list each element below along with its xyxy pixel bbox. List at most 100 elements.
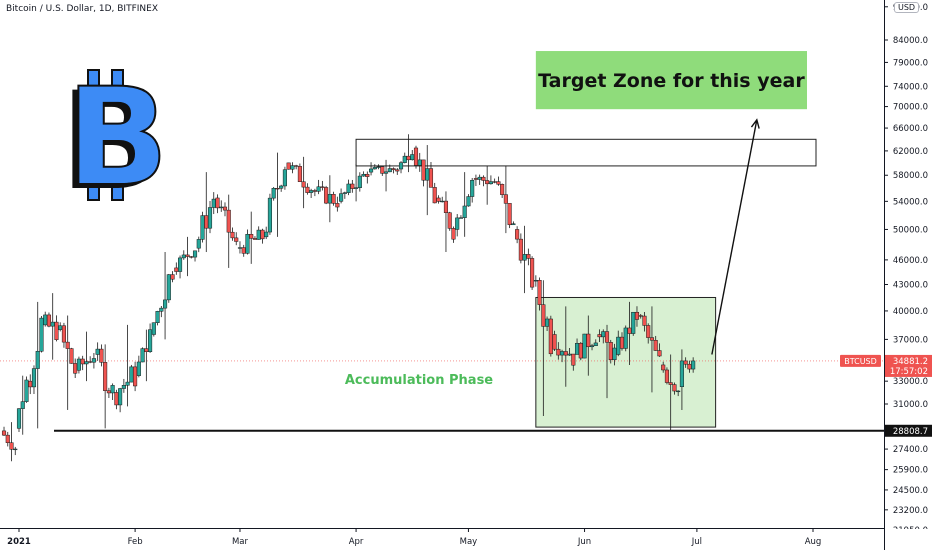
candle xyxy=(335,196,340,212)
candle-body xyxy=(275,188,280,190)
candle-body xyxy=(473,178,478,180)
candle-body xyxy=(623,327,628,349)
candle xyxy=(672,382,677,395)
candle-body xyxy=(687,363,692,370)
candle-body xyxy=(533,280,538,282)
candle-body xyxy=(451,228,456,240)
candle-body xyxy=(99,348,104,363)
candle xyxy=(451,226,456,243)
candle-body xyxy=(563,351,568,356)
candle xyxy=(331,191,336,206)
candle xyxy=(342,191,347,199)
candle xyxy=(642,312,647,332)
candle xyxy=(129,364,134,383)
candle xyxy=(121,378,126,393)
candle xyxy=(31,365,37,394)
candle xyxy=(103,344,108,429)
candle-body xyxy=(46,314,52,327)
candle-body xyxy=(91,358,96,363)
price-tick-label: 31000.0 xyxy=(893,400,928,410)
candle-body xyxy=(391,168,396,171)
candle-body xyxy=(586,333,591,348)
candle-body xyxy=(264,231,269,238)
candle xyxy=(324,185,329,205)
candle xyxy=(357,172,362,192)
candle-body xyxy=(526,254,531,259)
candle-body xyxy=(211,198,216,208)
last-price-label xyxy=(885,354,932,377)
candle xyxy=(249,211,254,264)
candle-body xyxy=(402,155,407,163)
candle xyxy=(46,312,52,328)
candle xyxy=(571,353,576,371)
candle-body xyxy=(443,200,449,213)
candle-body xyxy=(387,168,392,173)
candle-body xyxy=(657,350,662,357)
candle-body xyxy=(1,430,7,436)
candle xyxy=(61,322,66,348)
candle-body xyxy=(271,188,276,199)
candle-body xyxy=(192,250,198,258)
axis-corner xyxy=(885,529,932,550)
candle xyxy=(395,168,400,175)
candle-body xyxy=(574,343,580,355)
candle-body xyxy=(458,217,463,219)
candle-body xyxy=(691,360,696,370)
candle-body xyxy=(226,209,231,233)
candle-body xyxy=(410,154,415,161)
bitcoin-logo-bar xyxy=(87,181,100,201)
price-tick-label: 40000.0 xyxy=(893,307,928,317)
candle xyxy=(354,164,359,202)
candle-body xyxy=(372,167,377,170)
candle-body xyxy=(582,333,587,359)
candle xyxy=(84,331,89,382)
candle-body xyxy=(679,360,684,387)
candle xyxy=(215,194,220,214)
candle xyxy=(339,188,344,204)
candle-body xyxy=(76,358,81,371)
candle-body xyxy=(163,299,168,309)
candle-body xyxy=(282,169,287,187)
candle xyxy=(372,164,377,170)
price-tick-label: 23200.0 xyxy=(893,506,928,516)
price-tick-label: 27400.0 xyxy=(893,445,928,455)
price-tick-label: 37000.0 xyxy=(893,335,928,345)
candle xyxy=(631,311,636,336)
candle-body xyxy=(383,171,389,174)
candle xyxy=(593,339,598,346)
candle xyxy=(443,191,449,253)
candle-body xyxy=(638,315,643,317)
candle xyxy=(24,376,29,403)
candle xyxy=(604,324,610,399)
candle-body xyxy=(481,176,486,181)
candle xyxy=(369,162,374,176)
candle-body xyxy=(466,196,471,207)
currency-button[interactable]: USD xyxy=(894,2,920,13)
candle xyxy=(170,271,175,283)
candle-body xyxy=(436,197,441,202)
candle-body xyxy=(95,348,100,355)
candle-body xyxy=(267,197,272,233)
candle xyxy=(481,175,486,187)
candle-body xyxy=(649,337,655,341)
candle xyxy=(264,226,269,240)
price-tick-label: 46000.0 xyxy=(893,256,928,266)
candle-body xyxy=(294,165,299,167)
candle xyxy=(275,152,280,237)
candle xyxy=(16,408,22,433)
candle xyxy=(177,255,183,279)
candle xyxy=(76,356,81,374)
candle-body xyxy=(151,322,156,335)
candle-body xyxy=(380,166,385,174)
candle xyxy=(305,183,310,195)
candle-body xyxy=(324,187,329,204)
candle xyxy=(526,248,531,266)
candle xyxy=(136,355,141,378)
bitcoin-logo-bar xyxy=(111,69,124,89)
candle-body xyxy=(159,307,164,312)
candle-body xyxy=(616,336,621,355)
candle xyxy=(9,422,14,462)
candle xyxy=(159,305,164,318)
candle xyxy=(503,165,508,234)
